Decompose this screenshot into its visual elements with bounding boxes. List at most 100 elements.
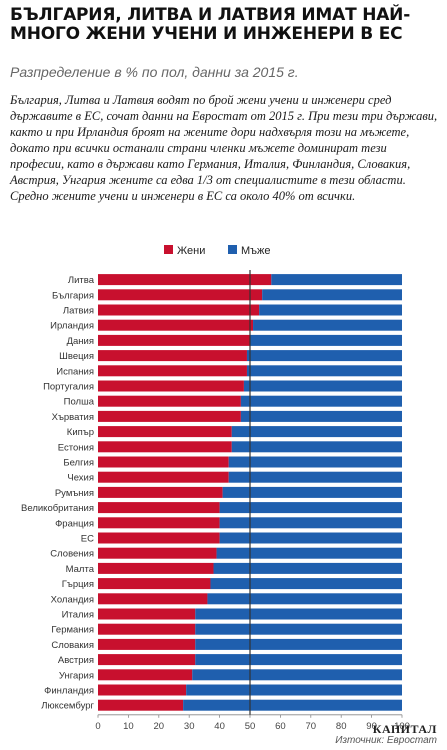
- bar-men: [195, 638, 402, 650]
- bar-women: [98, 471, 229, 483]
- category-label: Унгария: [59, 670, 94, 681]
- category-label: Румъния: [55, 488, 94, 499]
- bar-men: [240, 395, 402, 407]
- bar-men: [253, 319, 402, 331]
- bar-women: [98, 669, 193, 681]
- page-subtitle: Разпределение в % по пол, данни за 2015 …: [10, 64, 299, 80]
- description-text: България, Литва и Латвия водят по брой ж…: [10, 93, 438, 203]
- category-label: Малта: [66, 564, 95, 575]
- category-label: Португалия: [43, 382, 94, 393]
- x-tick-label: 20: [154, 721, 165, 732]
- x-tick-label: 80: [336, 721, 347, 732]
- category-label: Дания: [67, 336, 94, 347]
- bar-women: [98, 562, 214, 574]
- category-label: Великобритания: [21, 503, 94, 514]
- x-tick-label: 70: [306, 721, 317, 732]
- x-tick-label: 50: [245, 721, 256, 732]
- bar-men: [195, 608, 402, 620]
- category-label: Словакия: [51, 640, 94, 651]
- bar-men: [240, 410, 402, 422]
- x-tick-label: 10: [123, 721, 134, 732]
- category-label: ЕС: [81, 534, 94, 545]
- bar-men: [259, 304, 402, 316]
- x-tick-label: 60: [275, 721, 286, 732]
- bar-men: [228, 471, 402, 483]
- legend-swatch-women: [164, 245, 173, 254]
- x-tick-label: 0: [95, 721, 100, 732]
- bar-men: [262, 289, 402, 301]
- bar-women: [98, 274, 272, 286]
- category-label: Белгия: [63, 458, 94, 469]
- category-label: Германия: [51, 625, 94, 636]
- bar-men: [271, 274, 402, 286]
- page-title: БЪЛГАРИЯ, ЛИТВА И ЛАТВИЯ ИМАТ НАЙ-МНОГО …: [10, 5, 411, 44]
- bar-women: [98, 365, 247, 377]
- bar-men: [222, 486, 402, 498]
- bar-men: [246, 365, 402, 377]
- bar-women: [98, 289, 263, 301]
- bar-women: [98, 502, 220, 514]
- bar-men: [243, 380, 402, 392]
- bar-women: [98, 578, 211, 590]
- category-label: Франция: [55, 518, 94, 529]
- bar-men: [231, 426, 402, 438]
- bar-women: [98, 380, 244, 392]
- category-label: Испания: [56, 366, 94, 377]
- bar-women: [98, 334, 250, 346]
- legend-label-men: Мъже: [241, 245, 271, 257]
- category-label: Литва: [68, 275, 95, 286]
- bar-men: [246, 350, 402, 362]
- category-label: Кипър: [67, 427, 94, 438]
- bar-men: [231, 441, 402, 453]
- legend-label-women: Жени: [177, 245, 205, 257]
- bar-women: [98, 593, 208, 605]
- category-label: Гърция: [62, 579, 94, 590]
- bar-women: [98, 608, 196, 620]
- x-tick-label: 100: [394, 721, 410, 732]
- bar-women: [98, 426, 232, 438]
- bar-women: [98, 654, 196, 666]
- bar-men: [195, 623, 402, 635]
- bar-men: [228, 456, 402, 468]
- bar-men: [207, 593, 402, 605]
- category-label: Естония: [58, 442, 94, 453]
- bar-men: [192, 669, 402, 681]
- bar-men: [219, 502, 402, 514]
- bar-women: [98, 350, 247, 362]
- category-label: Словения: [50, 549, 94, 560]
- bar-women: [98, 532, 220, 544]
- bar-women: [98, 699, 184, 711]
- bar-women: [98, 623, 196, 635]
- bar-women: [98, 684, 187, 696]
- bar-women: [98, 486, 223, 498]
- category-label: Австрия: [58, 655, 94, 666]
- bar-women: [98, 395, 241, 407]
- bar-women: [98, 319, 254, 331]
- bar-women: [98, 410, 241, 422]
- bar-women: [98, 547, 217, 559]
- bar-men: [186, 684, 402, 696]
- brand-logo-text: КАПИТАЛ: [372, 722, 437, 736]
- category-label: Италия: [62, 610, 94, 621]
- category-label: Чехия: [67, 473, 94, 484]
- bar-women: [98, 517, 220, 529]
- category-label: Финландия: [44, 686, 94, 697]
- x-tick-label: 40: [214, 721, 225, 732]
- bar-men: [183, 699, 402, 711]
- bar-men: [213, 562, 402, 574]
- bar-women: [98, 441, 232, 453]
- bar-men: [210, 578, 402, 590]
- category-label: Латвия: [63, 306, 94, 317]
- bar-men: [219, 517, 402, 529]
- bar-men: [250, 334, 402, 346]
- bar-women: [98, 456, 229, 468]
- x-tick-label: 30: [184, 721, 195, 732]
- category-label: Швеция: [59, 351, 94, 362]
- bar-men: [219, 532, 402, 544]
- category-label: Люксембург: [41, 701, 94, 712]
- source-note: Източник: Евростат: [335, 735, 437, 746]
- legend-swatch-men: [228, 245, 237, 254]
- category-label: Ирландия: [50, 321, 94, 332]
